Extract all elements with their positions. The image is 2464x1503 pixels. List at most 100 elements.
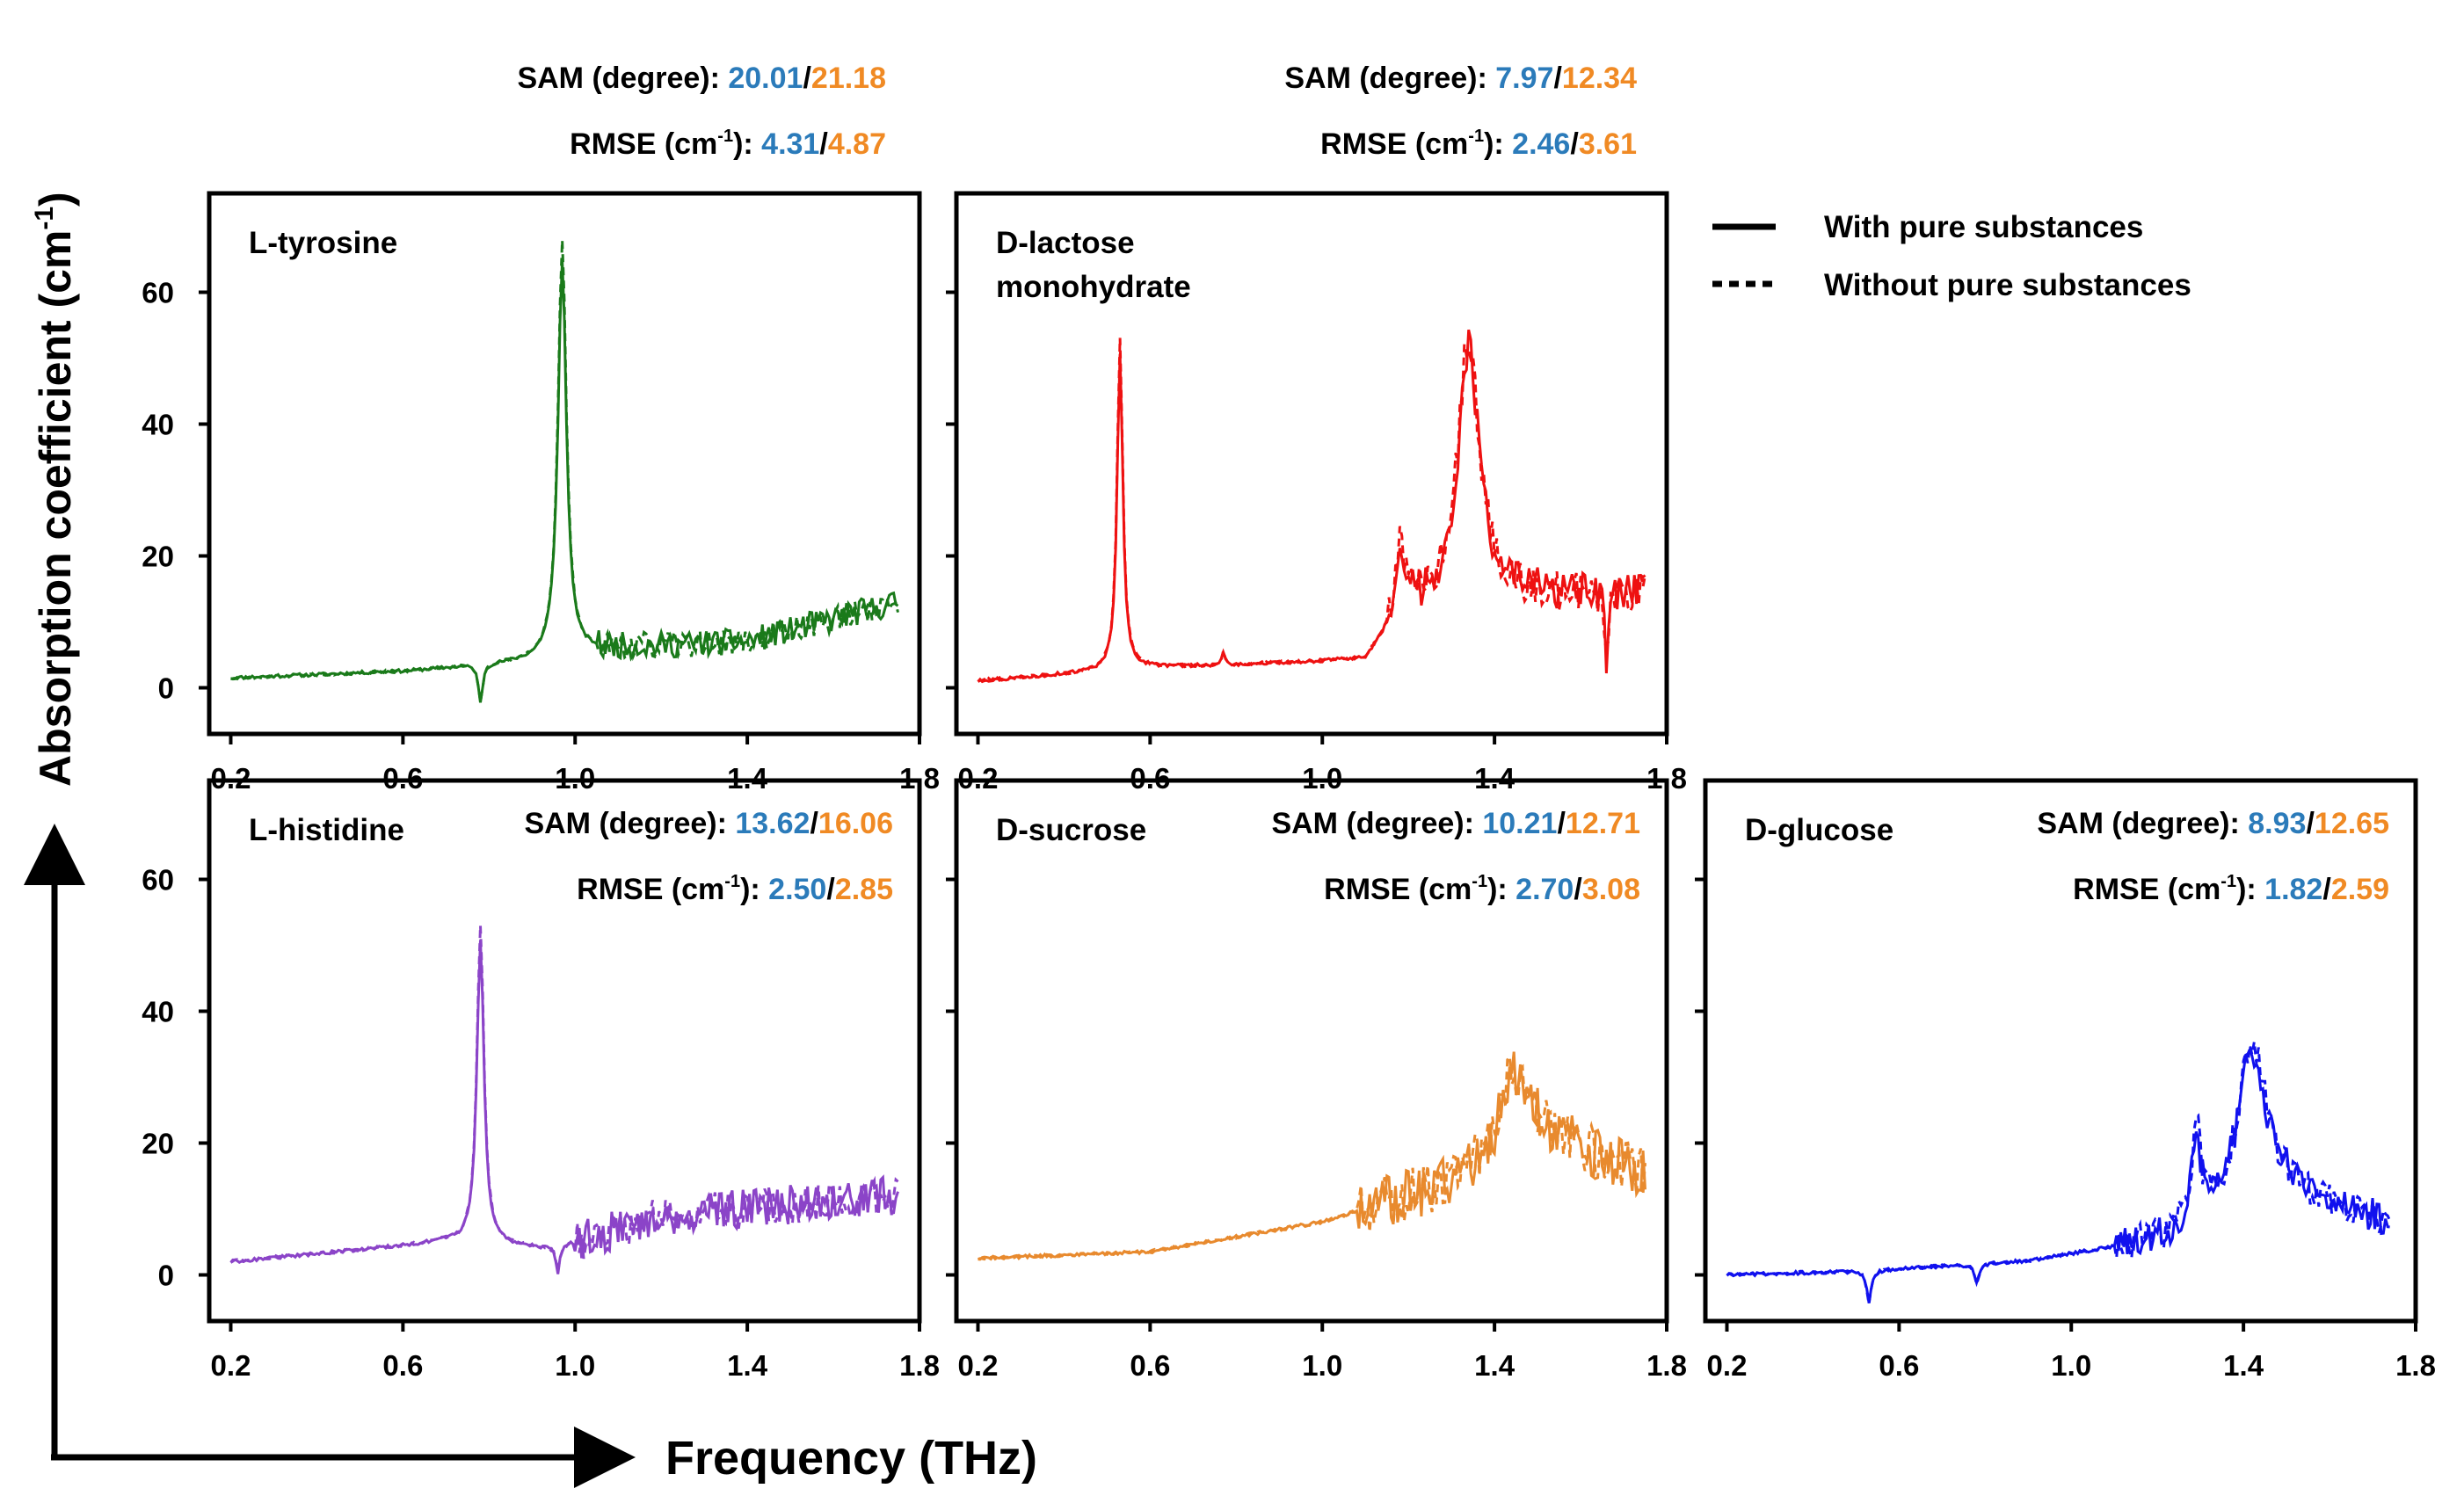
- y-tick-label: 0: [158, 672, 174, 705]
- rmse-label-post: ):: [2236, 873, 2264, 906]
- rmse-sep: /: [1574, 873, 1582, 906]
- series-with-pure-substances: [230, 260, 899, 703]
- sam-label: SAM (degree):: [517, 62, 728, 95]
- y-tick-label: 60: [142, 277, 174, 309]
- x-tick-label: 1.0: [555, 1349, 595, 1382]
- sam-metric-3: SAM (degree): 10.21/12.71: [1271, 807, 1640, 840]
- sam-without-value: 12.34: [1562, 62, 1637, 95]
- sam-with-value: 10.21: [1482, 807, 1557, 840]
- rmse-sep: /: [2322, 873, 2331, 906]
- rmse-label-post: ):: [1484, 127, 1512, 161]
- rmse-label-post: ):: [1487, 873, 1515, 906]
- legend-dotted-label: Without pure substances: [1824, 268, 2191, 302]
- x-tick-label: 1.8: [899, 1349, 940, 1382]
- sam-with-value: 8.93: [2248, 807, 2306, 840]
- sam-without-value: 12.65: [2315, 807, 2389, 840]
- rmse-label-sup: -1: [2221, 872, 2236, 891]
- sam-sep: /: [1557, 807, 1566, 840]
- panel-title: D-sucrose: [996, 813, 1146, 847]
- sam-metric-4: SAM (degree): 8.93/12.65: [2037, 807, 2389, 840]
- sam-metric-2: SAM (degree): 13.62/16.06: [524, 807, 893, 840]
- y-axis-label: Absorption coefficient (cm-1): [30, 192, 80, 787]
- series-with-pure-substances: [978, 1051, 1646, 1261]
- rmse-with-value: 2.50: [768, 873, 826, 906]
- sam-sep: /: [810, 807, 818, 840]
- sam-label: SAM (degree):: [2037, 807, 2248, 840]
- rmse-label-post: ):: [740, 873, 768, 906]
- x-tick-label: 1.4: [727, 1349, 768, 1382]
- x-tick-label: 0.2: [958, 1349, 999, 1382]
- rmse-without-value: 3.08: [1582, 873, 1640, 906]
- panel-l-histidine: 0.2 0.6 1.0 1.4 1.8 0 20 40 60 L-histidine SAM (de…: [142, 778, 940, 1382]
- rmse-label-sup: -1: [717, 127, 733, 146]
- rmse-metric-3: RMSE (cm-1): 2.70/3.08: [1324, 872, 1640, 906]
- x-tick-label: 0.6: [382, 1349, 423, 1382]
- rmse-label-sup: -1: [1472, 872, 1487, 891]
- plot-frame: [954, 191, 1669, 737]
- rmse-without-value: 2.59: [2331, 873, 2389, 906]
- sam-with-value: 7.97: [1495, 62, 1553, 95]
- y-tick-label: 40: [142, 996, 174, 1028]
- sam-label: SAM (degree):: [524, 807, 735, 840]
- x-tick-label: 1.8: [1646, 1349, 1687, 1382]
- panel-title-line2: monohydrate: [996, 270, 1191, 304]
- rmse-without-value: 4.87: [828, 127, 886, 161]
- sam-sep: /: [1553, 62, 1562, 95]
- sam-with-value: 20.01: [728, 62, 803, 95]
- y-tick-label: 20: [142, 1128, 174, 1160]
- panel-d-glucose: 0.2 0.6 1.0 1.4 1.8 D-glucose SAM (degree): 8.…: [1695, 778, 2436, 1382]
- sam-without-value: 12.71: [1566, 807, 1640, 840]
- rmse-metric-1: RMSE (cm-1): 2.46/3.61: [1320, 127, 1637, 161]
- x-tick-label: 0.6: [1130, 1349, 1170, 1382]
- x-tick-label: 1.4: [2223, 1349, 2264, 1382]
- plot-frame: [954, 778, 1669, 1324]
- sam-with-value: 13.62: [735, 807, 810, 840]
- sam-label: SAM (degree):: [1284, 62, 1495, 95]
- x-tick-label: 0.2: [211, 1349, 251, 1382]
- x-tick-label: 1.0: [1302, 1349, 1342, 1382]
- sam-label: SAM (degree):: [1271, 807, 1482, 840]
- rmse-label-sup: -1: [724, 872, 740, 891]
- rmse-label: RMSE (cm: [570, 127, 717, 161]
- rmse-sep: /: [1570, 127, 1579, 161]
- rmse-label: RMSE (cm: [1320, 127, 1468, 161]
- sam-without-value: 21.18: [811, 62, 886, 95]
- rmse-metric-4: RMSE (cm-1): 1.82/2.59: [2073, 872, 2389, 906]
- panel-title: L-tyrosine: [249, 226, 397, 260]
- rmse-metric-2: RMSE (cm-1): 2.50/2.85: [577, 872, 893, 906]
- x-tick-label: 1.4: [1474, 1349, 1515, 1382]
- sam-metric-0: SAM (degree): 20.01/21.18: [517, 62, 886, 95]
- sam-sep: /: [2306, 807, 2315, 840]
- x-axis-label: Frequency (THz): [665, 1432, 1037, 1485]
- series-with-pure-substances: [1726, 1045, 2390, 1303]
- rmse-with-value: 2.70: [1515, 873, 1574, 906]
- rmse-with-value: 4.31: [761, 127, 819, 161]
- x-tick-label: 1.8: [2395, 1349, 2436, 1382]
- series-with-pure-substances: [229, 940, 899, 1274]
- rmse-label: RMSE (cm: [2073, 873, 2221, 906]
- sam-sep: /: [803, 62, 811, 95]
- y-tick-label: 60: [142, 864, 174, 897]
- rmse-without-value: 2.85: [835, 873, 893, 906]
- series-with-pure-substances: [977, 329, 1646, 684]
- series-without-pure-substances: [977, 338, 1646, 684]
- x-tick-label: 1.0: [2051, 1349, 2091, 1382]
- rmse-sep: /: [819, 127, 828, 161]
- rmse-sep: /: [826, 873, 835, 906]
- legend-solid-label: With pure substances: [1824, 210, 2143, 244]
- series-without-pure-substances: [229, 925, 899, 1273]
- sam-without-value: 16.06: [818, 807, 893, 840]
- rmse-without-value: 3.61: [1579, 127, 1637, 161]
- plot-frame: [207, 778, 922, 1324]
- rmse-metric-0: RMSE (cm-1): 4.31/4.87: [570, 127, 886, 161]
- panel-d-sucrose: 0.2 0.6 1.0 1.4 1.8 D-sucrose SAM (degree): 10…: [946, 778, 1687, 1382]
- plot-frame: [1703, 778, 2418, 1324]
- y-tick-label: 40: [142, 409, 174, 441]
- plot-frame: [207, 191, 922, 737]
- y-tick-label: 0: [158, 1260, 174, 1292]
- panel-title: L-histidine: [249, 813, 404, 847]
- rmse-label: RMSE (cm: [577, 873, 724, 906]
